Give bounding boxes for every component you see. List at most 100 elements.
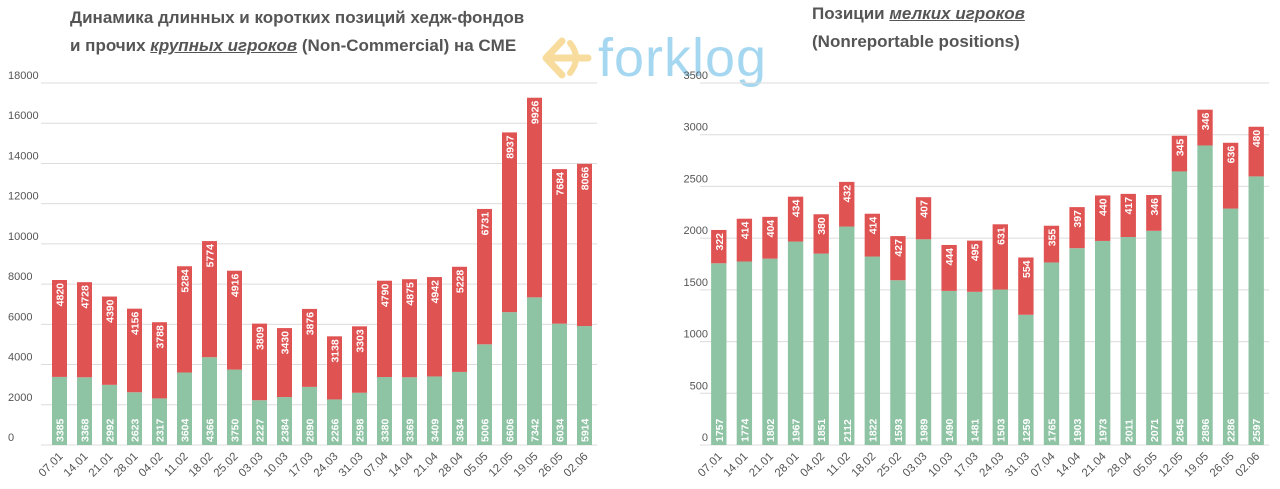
- forklog-logo: forklog: [542, 28, 807, 88]
- left-x-tick-label: 12.05: [487, 451, 516, 480]
- right-bar-long: [915, 239, 932, 445]
- right-x-tick-label: 10.03: [926, 451, 955, 480]
- right-bar-short-label: 414: [739, 222, 751, 240]
- left-bar-short-label: 3876: [305, 312, 317, 336]
- left-bar-short: [302, 308, 317, 387]
- right-bar-long: [890, 280, 906, 445]
- left-title-suffix: (Non-Commercial) на CME: [297, 36, 517, 55]
- right-x-tick-label: 26.05: [1208, 451, 1237, 480]
- right-bar-long: [1222, 208, 1239, 445]
- right-bar-long-label: 2645: [1174, 418, 1186, 442]
- right-x-tick-label: 18.02: [850, 451, 879, 480]
- left-bar-long: [327, 399, 342, 445]
- left-y-tick-label: 12000: [8, 191, 39, 203]
- right-bar-short-label: 380: [816, 217, 828, 235]
- left-bar-long-label: 6606: [505, 418, 517, 442]
- left-x-tick-label: 07.04: [362, 450, 391, 479]
- left-bar-short-label: 4942: [430, 280, 442, 304]
- right-x-tick-label: 03.03: [901, 451, 930, 480]
- left-bar-long: [477, 344, 492, 445]
- right-bar-long: [736, 261, 753, 445]
- left-bar-long-label: 3604: [180, 418, 192, 442]
- right-bar-long-label: 2071: [1149, 418, 1161, 442]
- right-bar-short-label: 434: [791, 200, 803, 218]
- right-bar-short-label: 397: [1072, 210, 1084, 228]
- right-bar-short: [813, 214, 829, 254]
- right-y-tick-label: 0: [702, 432, 708, 444]
- left-x-tick-label: 04.02: [137, 451, 166, 480]
- left-bar-long-label: 3409: [430, 418, 442, 442]
- left-bar-short-label: 4156: [130, 312, 142, 336]
- left-bar-long-label: 2598: [355, 418, 367, 442]
- left-x-tick-label: 28.01: [112, 451, 141, 480]
- right-bar-short-label: 355: [1046, 229, 1058, 247]
- right-bar-long-label: 1973: [1098, 418, 1110, 442]
- left-bar-long-label: 5006: [480, 418, 492, 442]
- right-x-tick-label: 28.04: [1106, 450, 1135, 479]
- left-x-tick-label: 17.03: [287, 451, 316, 480]
- left-bar-long-label: 3369: [405, 418, 417, 442]
- left-y-tick-label: 2000: [8, 392, 32, 404]
- left-bar-long: [127, 392, 142, 445]
- left-title-line1: Динамика длинных и коротких позиций хедж…: [70, 8, 525, 27]
- left-bar-short: [577, 163, 592, 327]
- right-bar-short-label: 345: [1174, 139, 1186, 157]
- left-bar-short-label: 5774: [205, 244, 217, 268]
- left-y-tick-label: 18000: [8, 70, 39, 82]
- right-bar-long: [1248, 176, 1264, 445]
- left-x-tick-label: 28.04: [437, 450, 466, 479]
- right-bar-long: [1043, 262, 1060, 445]
- right-x-tick-label: 21.01: [747, 451, 776, 480]
- left-bar-short: [552, 169, 567, 324]
- right-bar-long-label: 2896: [1200, 418, 1212, 442]
- left-y-tick-label: 14000: [8, 150, 39, 162]
- left-bar-long-label: 3750: [230, 418, 242, 442]
- right-x-tick-label: 11.02: [825, 451, 853, 479]
- right-x-tick-label: 12.05: [1157, 451, 1186, 480]
- right-bar-short: [1018, 257, 1034, 315]
- left-bar-short: [527, 97, 542, 298]
- left-bar-short: [202, 241, 217, 358]
- right-bar-long-label: 2597: [1251, 418, 1263, 442]
- left-bar-long: [402, 377, 417, 445]
- left-x-tick-label: 14.04: [387, 450, 416, 479]
- left-bar-short: [277, 328, 292, 398]
- right-y-tick-label: 2500: [684, 173, 708, 185]
- right-title-emphasis: мелких игроков: [889, 4, 1025, 23]
- right-bar-short: [736, 218, 753, 262]
- right-bar-short: [1171, 135, 1188, 172]
- right-title-line1: Позиции мелких игроков: [812, 0, 1025, 28]
- right-x-tick-label: 31.03: [1003, 451, 1032, 480]
- right-chart-group: 0 500 1000 1500 2000 2500 3000 3500 1757 322 07.01…: [684, 70, 1269, 479]
- right-bar-long-label: 1903: [1072, 418, 1084, 442]
- left-bar-long: [377, 377, 392, 445]
- right-x-tick-label: 28.01: [773, 451, 802, 480]
- left-bar-long-label: 2623: [130, 418, 142, 442]
- left-bar-short-label: 5284: [180, 269, 192, 293]
- left-bar-short: [227, 270, 242, 370]
- left-bar-short: [477, 208, 492, 345]
- left-title-prefix: и прочих: [70, 36, 151, 55]
- left-bar-long-label: 2317: [155, 418, 167, 442]
- right-bar-short-label: 554: [1021, 260, 1033, 278]
- right-x-tick-label: 24.03: [978, 451, 1007, 480]
- right-bar-long-label: 2011: [1123, 419, 1135, 442]
- left-x-tick-label: 05.05: [462, 451, 491, 480]
- right-y-tick-label: 1500: [684, 277, 708, 289]
- right-bar-short: [992, 224, 1008, 290]
- left-bar-short-label: 3788: [155, 325, 167, 349]
- right-bar-long-label: 1802: [765, 418, 777, 442]
- left-bar-short-label: 5228: [455, 270, 467, 294]
- left-chart-title: Динамика длинных и коротких позиций хедж…: [70, 4, 524, 60]
- left-bar-long: [252, 400, 267, 445]
- left-x-tick-label: 21.01: [87, 451, 116, 480]
- right-x-tick-label: 14.01: [722, 451, 751, 480]
- left-x-tick-label: 02.06: [562, 451, 591, 480]
- right-chart-title: Позиции мелких игроков (Nonreportable po…: [812, 0, 1025, 56]
- left-title-line2: и прочих крупных игроков (Non-Commercial…: [70, 32, 524, 60]
- left-bar-short: [102, 296, 117, 385]
- left-bar-short: [127, 308, 142, 393]
- left-bar-long: [177, 372, 192, 445]
- left-bar-long-label: 6034: [555, 418, 567, 442]
- left-bar-long-label: 7342: [530, 418, 542, 442]
